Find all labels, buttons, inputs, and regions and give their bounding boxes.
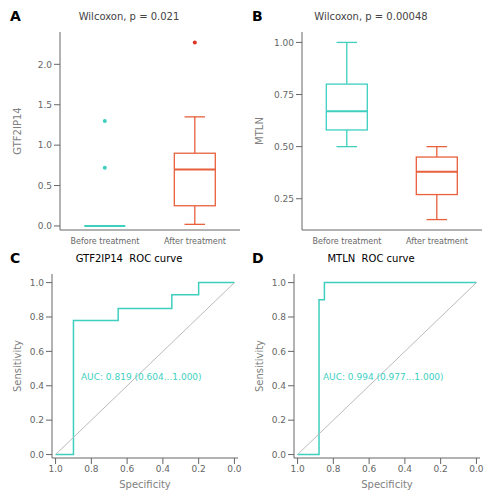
svg-text:0.0: 0.0 [469,464,484,474]
svg-text:0.6: 0.6 [30,347,45,357]
svg-text:0.75: 0.75 [274,90,294,100]
svg-text:0.4: 0.4 [156,464,171,474]
html-text:Wilcoxon, p = 0.00048: Wilcoxon, p = 0.00048 [314,11,428,22]
html-text:AUC: 0.819 (0.604...1.000): AUC: 0.819 (0.604...1.000) [80,372,202,382]
svg-text:MTLN: MTLN [254,117,265,145]
svg-text:Sensitivity: Sensitivity [254,340,265,392]
svg-text:0.8: 0.8 [326,464,341,474]
svg-text:1.00: 1.00 [274,38,294,48]
svg-text:0.2: 0.2 [191,464,205,474]
svg-text:0.8: 0.8 [84,464,99,474]
svg-text:0.25: 0.25 [274,194,294,204]
svg-text:0.0: 0.0 [227,464,242,474]
html-text:A: A [10,8,21,24]
svg-text:Sensitivity: Sensitivity [12,340,23,392]
svg-text:0.0: 0.0 [272,450,287,460]
svg-text:1.0: 1.0 [48,464,63,474]
svg-text:1.0: 1.0 [272,278,287,288]
svg-text:1.0: 1.0 [290,464,305,474]
svg-text:0.8: 0.8 [272,312,287,322]
svg-text:0.0: 0.0 [30,450,45,460]
svg-text:0.0: 0.0 [38,221,53,231]
svg-text:0.5: 0.5 [38,181,52,191]
svg-text:0.6: 0.6 [272,347,287,357]
svg-text:Before treatment: Before treatment [71,237,140,246]
svg-text:GTF2IP14: GTF2IP14 [12,107,23,154]
svg-text:Specificity: Specificity [361,479,413,490]
svg-text:Before treatment: Before treatment [313,237,382,246]
svg-text:Specificity: Specificity [119,479,171,490]
html-text:C: C [10,250,21,266]
svg-text:0.6: 0.6 [120,464,135,474]
svg-text:0.4: 0.4 [30,381,45,391]
svg-text:0.2: 0.2 [30,415,44,425]
html-text:Wilcoxon, p = 0.021: Wilcoxon, p = 0.021 [78,11,180,22]
svg-text:After treatment: After treatment [164,237,226,246]
svg-text:0.8: 0.8 [30,312,45,322]
svg-text:0.4: 0.4 [272,381,287,391]
html-text:MTLN ROC curve: MTLN ROC curve [327,253,415,264]
svg-text:0.4: 0.4 [398,464,413,474]
html-text:GTF2IP14 ROC curve: GTF2IP14 ROC curve [75,253,183,264]
svg-text:0.2: 0.2 [433,464,447,474]
svg-text:After treatment: After treatment [406,237,468,246]
html-text:D: D [252,250,264,266]
svg-text:0.50: 0.50 [274,142,294,152]
html-text:B: B [252,8,263,24]
svg-text:0.2: 0.2 [272,415,286,425]
svg-text:1.0: 1.0 [30,278,45,288]
html-text:AUC: 0.994 (0.977...1.000): AUC: 0.994 (0.977...1.000) [322,372,444,382]
svg-text:1.5: 1.5 [38,100,52,110]
svg-text:2.0: 2.0 [38,60,53,70]
svg-text:0.6: 0.6 [362,464,377,474]
svg-text:1.0: 1.0 [38,140,53,150]
